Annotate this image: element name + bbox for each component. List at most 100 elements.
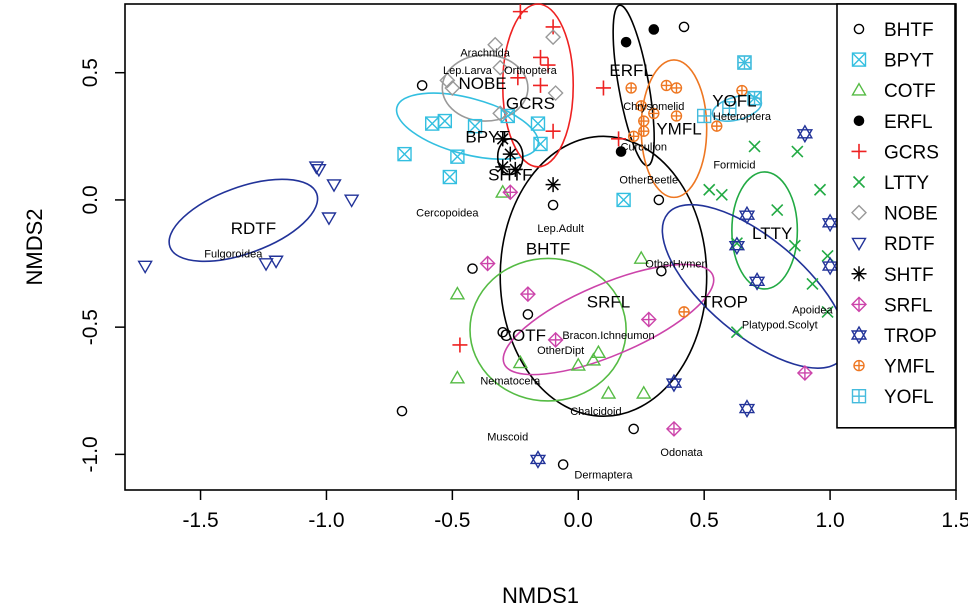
point-cotf: [585, 352, 602, 366]
point-gcrs: [510, 70, 526, 86]
plot-area: Arachnida Lep.Larva Orthoptera Chrysomelid H…: [137, 3, 848, 482]
legend-marker-bpyt: [851, 52, 867, 67]
ellipse-nobe: [441, 54, 529, 122]
point-ymfl: [711, 120, 723, 132]
legend-marker-ltty: [852, 175, 866, 189]
point-gcrs: [595, 80, 611, 96]
point-srfl: [479, 255, 496, 272]
group-label-srfl: SRFL: [587, 293, 630, 312]
point-nobe: [545, 29, 562, 46]
point-erfl: [620, 36, 632, 48]
point-ltty: [821, 305, 834, 318]
point-ltty: [788, 239, 801, 252]
point-nobe: [439, 72, 456, 89]
point-ltty: [703, 183, 716, 196]
taxon-label: Nematocera: [480, 376, 541, 388]
point-yofl: [722, 101, 737, 116]
taxon-label: Dermaptera: [574, 470, 633, 482]
point-nobe: [487, 36, 504, 53]
group-label-gcrs: GCRS: [506, 94, 555, 113]
taxon-label: Formicid: [713, 159, 755, 171]
ellipse-ltty: [731, 171, 799, 290]
taxon-label: OtherHymen: [645, 259, 707, 271]
point-ymfl: [670, 82, 683, 94]
point-gcrs: [545, 123, 561, 139]
point-trop: [529, 450, 547, 469]
legend-marker-shtf: [851, 266, 867, 282]
taxon-label: Lep.Larva: [443, 65, 493, 77]
point-bpyt: [533, 136, 548, 152]
point-srfl: [665, 420, 682, 437]
point-srfl: [519, 286, 536, 303]
legend-label-gcrs: GCRS: [884, 142, 939, 163]
point-trop: [796, 124, 814, 144]
ellipse-srfl: [502, 263, 715, 376]
legend-box: [836, 3, 956, 429]
point-srfl: [640, 311, 657, 328]
y-tick-label: -0.5: [79, 309, 102, 345]
legend-label-erfl: ERFL: [884, 112, 933, 133]
point-shtf: [502, 146, 518, 162]
taxon-label: Heteroptera: [713, 111, 772, 123]
point-rdtf: [258, 258, 274, 272]
point-ymfl: [670, 110, 683, 122]
group-label-yofl: YOFL: [712, 92, 756, 111]
legend-marker-rdtf: [851, 237, 867, 252]
point-cotf: [449, 286, 466, 300]
legend-marker-nobe: [851, 204, 867, 221]
group-label-cotf: COTF: [500, 326, 546, 345]
taxon-label: Muscoid: [487, 432, 528, 444]
point-ymfl: [625, 82, 637, 94]
point-bpyt: [450, 149, 465, 164]
ellipse-gcrs: [501, 3, 575, 168]
group-label-erfl: ERFL: [609, 61, 652, 80]
legend-label-ymfl: YMFL: [884, 357, 935, 378]
legend-label-bhtf: BHTF: [884, 20, 934, 41]
point-gcrs: [540, 57, 556, 73]
ellipse-bhtf: [499, 135, 708, 418]
ellipse-rdtf: [168, 178, 319, 263]
legend-label-bpyt: BPYT: [884, 51, 934, 72]
x-tick-label: 1.5: [941, 509, 968, 532]
point-cotf: [600, 385, 617, 399]
group-label-rdtf: RDTF: [231, 219, 276, 238]
group-label-bpyt: BPYT: [465, 127, 509, 146]
point-cotf: [449, 370, 466, 384]
group-label-ymfl: YMFL: [656, 120, 701, 139]
point-bpyt: [616, 192, 631, 208]
point-yofl: [747, 90, 762, 106]
legend-label-shtf: SHTF: [884, 265, 934, 286]
point-gcrs: [512, 4, 528, 20]
legend-label-rdtf: RDTF: [884, 234, 935, 255]
legend-marker-srfl: [851, 296, 867, 313]
point-bpyt: [437, 113, 453, 129]
point-cotf: [495, 184, 511, 198]
point-gcrs: [545, 19, 561, 35]
point-trop: [738, 399, 756, 418]
x-tick-label: 0.0: [564, 509, 593, 532]
group-label-bhtf: BHTF: [526, 239, 570, 258]
point-ltty: [791, 145, 804, 158]
x-tick-label: -1.5: [182, 509, 218, 532]
point-trop: [738, 205, 756, 225]
point-bhtf: [547, 199, 559, 211]
point-bpyt: [467, 118, 483, 134]
point-rdtf: [321, 212, 337, 226]
x-tick-label: -1.0: [308, 509, 344, 532]
point-bhtf: [678, 21, 690, 33]
point-rdtf: [343, 194, 360, 208]
point-bhtf: [656, 265, 667, 277]
legend-label-cotf: COTF: [884, 81, 936, 102]
point-trop: [821, 256, 839, 276]
y-tick-label: -1.0: [79, 436, 102, 472]
point-shtf: [495, 131, 511, 147]
point-srfl: [502, 184, 519, 201]
ellipse-erfl: [612, 4, 655, 167]
point-cotf: [512, 354, 529, 369]
point-shtf: [495, 159, 511, 175]
point-bhtf: [396, 405, 408, 417]
point-srfl: [796, 364, 813, 381]
point-bhtf: [628, 423, 639, 435]
point-gcrs: [611, 131, 627, 147]
group-label-trop: TROP: [701, 293, 748, 312]
